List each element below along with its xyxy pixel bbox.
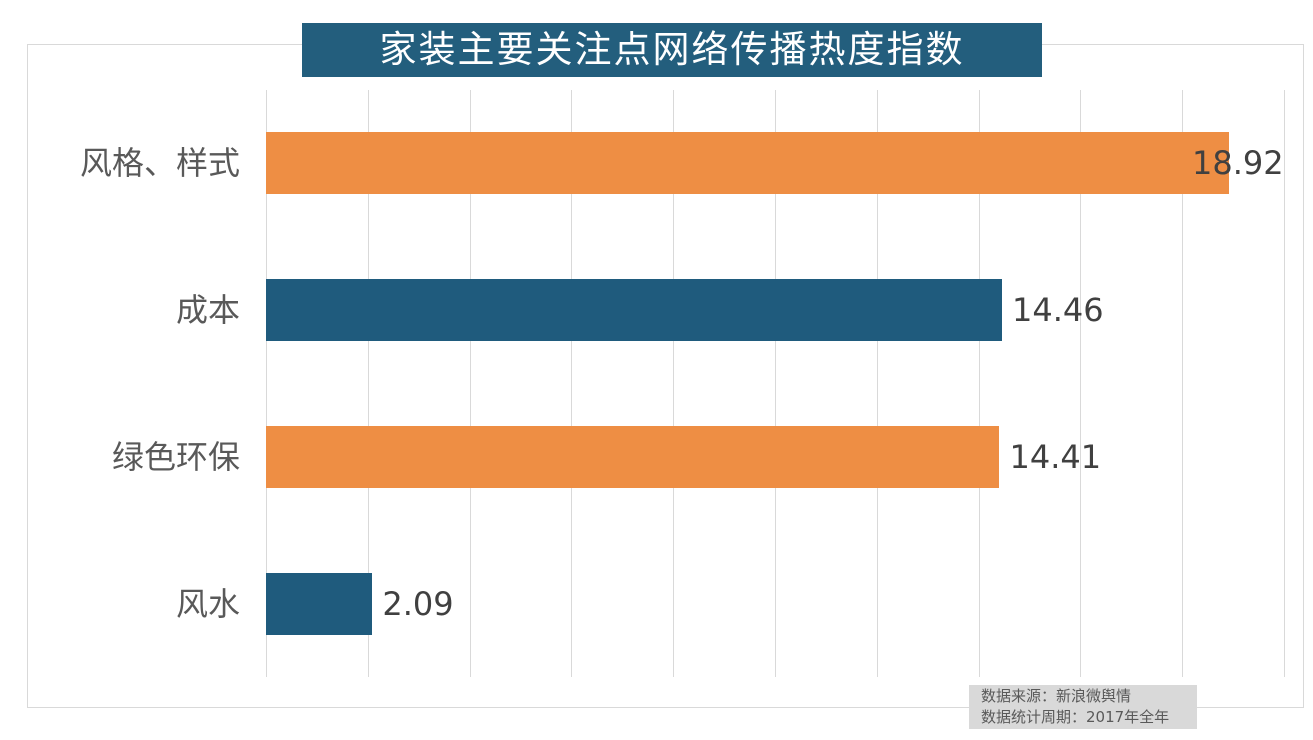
value-label: 2.09 bbox=[382, 584, 454, 623]
gridline bbox=[673, 90, 675, 677]
gridline bbox=[775, 90, 776, 677]
category-label: 风水 bbox=[175, 584, 240, 623]
gridline bbox=[1080, 90, 1082, 677]
source-line-2: 数据统计周期：2017年全年 bbox=[981, 708, 1170, 726]
bar-2 bbox=[266, 279, 1002, 342]
gridline bbox=[1284, 90, 1285, 677]
chart-title-banner: 家装主要关注点网络传播热度指数 bbox=[302, 23, 1042, 77]
gridline bbox=[571, 90, 573, 677]
source-note: 数据来源：新浪微舆情 数据统计周期：2017年全年 bbox=[969, 685, 1197, 729]
bar-1 bbox=[266, 132, 1230, 195]
bar-4 bbox=[266, 572, 373, 635]
gridline bbox=[266, 90, 267, 677]
plot-area: 18.92 14.46 14.41 2.09 bbox=[266, 90, 1285, 677]
gridline bbox=[876, 90, 878, 677]
bar-3 bbox=[266, 425, 1000, 488]
value-label: 14.41 bbox=[1009, 437, 1102, 476]
value-label: 18.92 bbox=[1192, 144, 1284, 183]
category-label: 成本 bbox=[175, 291, 240, 330]
source-line-1: 数据来源：新浪微舆情 bbox=[981, 687, 1132, 705]
chart-title: 家装主要关注点网络传播热度指数 bbox=[379, 28, 965, 71]
gridline bbox=[367, 90, 369, 677]
category-label: 风格、样式 bbox=[79, 144, 240, 183]
gridline bbox=[978, 90, 980, 677]
value-label: 14.46 bbox=[1012, 291, 1104, 330]
gridline bbox=[469, 90, 471, 677]
gridline bbox=[1182, 90, 1184, 677]
category-label: 绿色环保 bbox=[111, 437, 240, 476]
